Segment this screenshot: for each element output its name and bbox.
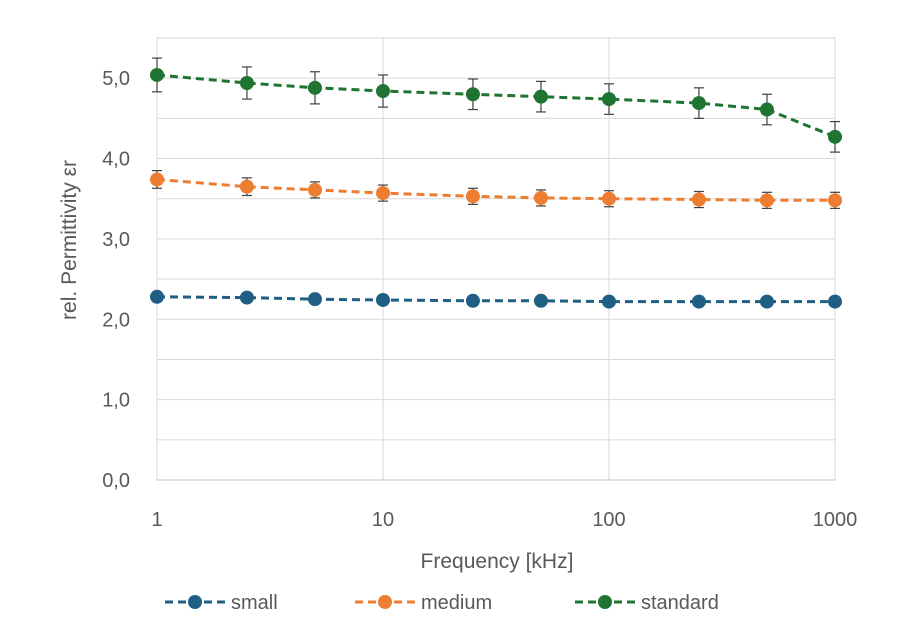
legend-marker-standard	[598, 595, 612, 609]
y-tick-label: 4,0	[102, 149, 130, 171]
x-axis-title: Frequency [kHz]	[421, 550, 574, 573]
x-tick-label: 1	[151, 509, 162, 531]
x-tick-label: 100	[592, 509, 625, 531]
data-point-small	[307, 292, 322, 307]
data-point-standard	[150, 67, 164, 82]
data-point-medium	[465, 189, 480, 204]
data-point-small	[602, 294, 616, 309]
data-point-standard	[376, 84, 390, 99]
legend-marker-small	[188, 595, 202, 609]
series-line-standard	[156, 73, 836, 139]
data-point-medium	[150, 172, 164, 187]
data-point-medium	[239, 179, 254, 194]
data-series	[150, 57, 842, 309]
data-point-standard	[307, 80, 322, 95]
legend-item-medium: medium	[355, 592, 492, 614]
data-point-medium	[307, 182, 322, 197]
data-point-small	[533, 293, 548, 308]
legend-item-small: small	[165, 592, 278, 614]
data-point-medium	[376, 186, 390, 201]
data-point-medium	[691, 192, 706, 207]
data-point-small	[465, 293, 480, 308]
legend-label: medium	[421, 592, 492, 614]
data-point-small	[828, 294, 842, 309]
data-point-standard	[602, 92, 616, 107]
data-point-standard	[533, 89, 548, 104]
gridlines	[156, 37, 836, 481]
data-point-standard	[759, 102, 774, 117]
data-point-standard	[239, 76, 254, 91]
legend-marker-medium	[378, 595, 392, 609]
y-axis-title: rel. Permittivity εr	[58, 160, 81, 320]
data-point-standard	[828, 129, 842, 144]
data-point-small	[376, 292, 390, 307]
y-tick-label: 1,0	[102, 390, 130, 412]
series-small	[150, 289, 842, 309]
y-tick-label: 2,0	[102, 309, 130, 331]
data-point-small	[759, 294, 774, 309]
data-point-medium	[533, 190, 548, 205]
y-tick-label: 3,0	[102, 229, 130, 251]
x-tick-label: 10	[372, 509, 394, 531]
data-point-small	[239, 290, 254, 305]
series-medium	[150, 170, 842, 209]
data-point-medium	[828, 193, 842, 208]
data-point-standard	[465, 87, 480, 102]
legend-item-standard: standard	[575, 592, 719, 614]
data-point-small	[691, 294, 706, 309]
data-point-medium	[759, 193, 774, 208]
y-axis-tick-labels: 0,0 1,0 2,0 3,0 4,0 5,0	[102, 68, 130, 492]
data-point-small	[150, 289, 164, 304]
series-standard	[150, 57, 842, 153]
x-tick-label: 1000	[813, 509, 858, 531]
legend: small medium standard	[165, 592, 719, 614]
legend-label: small	[231, 592, 278, 614]
y-tick-label: 5,0	[102, 68, 130, 90]
y-tick-label: 0,0	[102, 470, 130, 492]
series-line-small	[156, 295, 835, 304]
x-axis-tick-labels: 1 10 100 1000	[151, 509, 857, 531]
series-line-medium	[156, 177, 835, 202]
legend-label: standard	[641, 592, 719, 614]
data-point-medium	[602, 191, 616, 206]
data-point-standard	[691, 96, 706, 111]
